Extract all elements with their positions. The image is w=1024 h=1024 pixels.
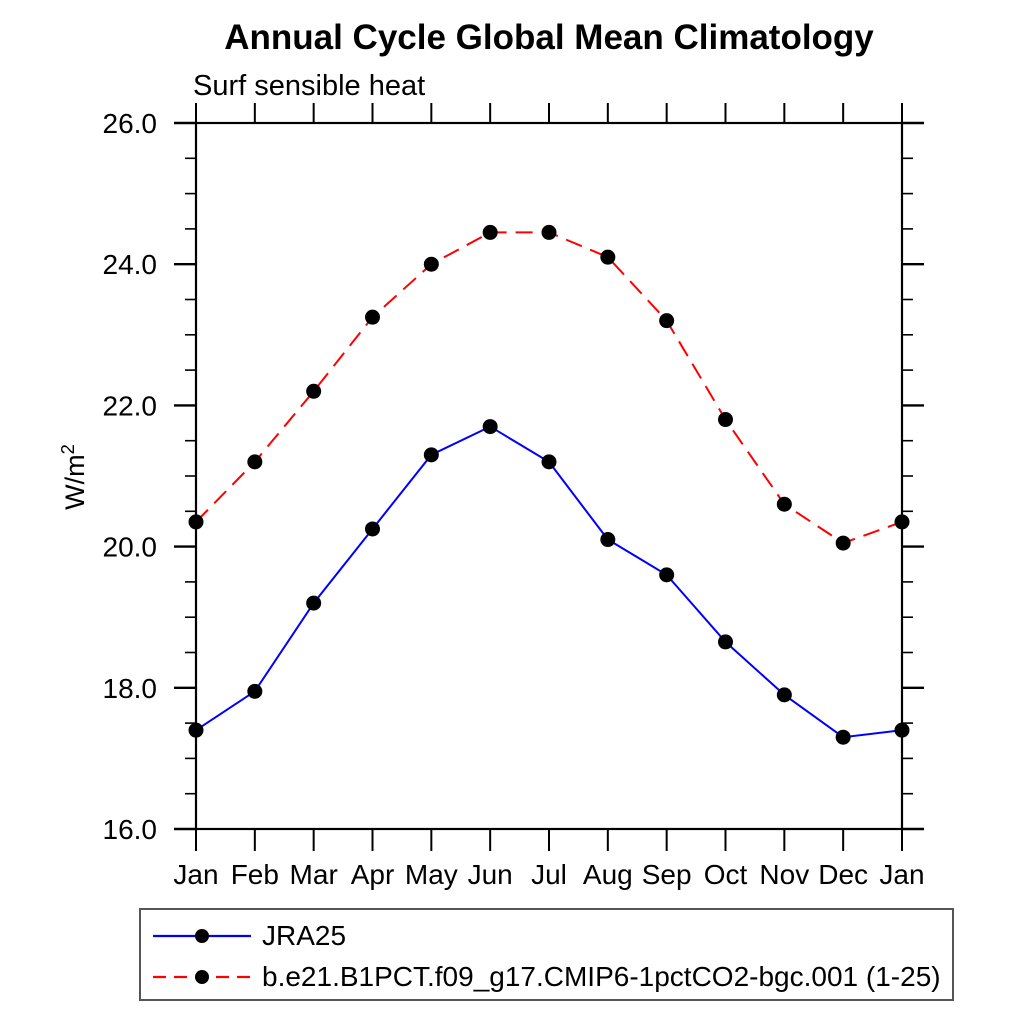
series-0-marker bbox=[600, 532, 616, 548]
x-tick-label: May bbox=[405, 859, 458, 890]
y-tick-label: 26.0 bbox=[103, 108, 158, 139]
series-0-marker bbox=[423, 447, 439, 463]
series-0-marker bbox=[482, 419, 498, 435]
legend-swatch-jra25-line bbox=[153, 929, 251, 943]
y-tick-label: 18.0 bbox=[103, 673, 158, 704]
x-tick-label: Mar bbox=[290, 859, 338, 890]
series-1-marker bbox=[541, 224, 557, 240]
series-1-marker bbox=[423, 256, 439, 272]
y-tick-label: 22.0 bbox=[103, 390, 158, 421]
y-tick-label: 20.0 bbox=[103, 532, 158, 563]
series-1-marker bbox=[835, 535, 851, 551]
series-1-marker bbox=[247, 454, 263, 470]
x-tick-label: Feb bbox=[231, 859, 279, 890]
x-tick-label: Jul bbox=[531, 859, 567, 890]
series-0-marker bbox=[835, 729, 851, 745]
legend-marker-dot-icon bbox=[195, 970, 209, 984]
series-1-marker bbox=[306, 383, 322, 399]
series-1-marker bbox=[718, 412, 733, 428]
y-tick-label: 16.0 bbox=[103, 814, 158, 845]
x-tick-label: Jun bbox=[468, 859, 513, 890]
series-0-marker bbox=[718, 634, 733, 650]
x-tick-label: Dec bbox=[818, 859, 868, 890]
x-tick-label: Oct bbox=[704, 859, 748, 890]
x-tick-label: Aug bbox=[583, 859, 633, 890]
legend-label-jra25: JRA25 bbox=[262, 920, 347, 951]
series-0-marker bbox=[365, 521, 380, 537]
legend-label-model: b.e21.B1PCT.f09_g17.CMIP6-1pctCO2-bgc.00… bbox=[262, 961, 941, 992]
x-tick-label: Jan bbox=[879, 859, 924, 890]
x-tick-label: Jan bbox=[173, 859, 218, 890]
series-1-marker bbox=[894, 514, 910, 530]
series-1-marker bbox=[365, 309, 380, 325]
chart-title: Annual Cycle Global Mean Climatology bbox=[224, 18, 874, 57]
series-1-marker bbox=[188, 514, 204, 530]
series-1-marker bbox=[776, 496, 792, 512]
plot-frame bbox=[194, 121, 904, 831]
legend-box: JRA25 b.e21.B1PCT.f09_g17.CMIP6-1pctCO2-… bbox=[139, 908, 954, 1001]
series-0-marker bbox=[306, 595, 322, 611]
series-0-line bbox=[195, 425, 903, 739]
legend-swatch-model-line bbox=[153, 970, 251, 984]
series-0-marker bbox=[659, 567, 675, 583]
x-tick-label: Sep bbox=[642, 859, 692, 890]
series-1-marker bbox=[659, 313, 675, 329]
series-1-marker bbox=[600, 249, 616, 265]
series-1-marker bbox=[482, 224, 498, 240]
legend-row-jra25: JRA25 bbox=[147, 920, 347, 951]
series-0-marker bbox=[776, 687, 792, 703]
x-tick-label: Nov bbox=[759, 859, 809, 890]
chart-subtitle: Surf sensible heat bbox=[193, 70, 426, 102]
series-0-marker bbox=[188, 722, 204, 738]
legend-row-model: b.e21.B1PCT.f09_g17.CMIP6-1pctCO2-bgc.00… bbox=[147, 961, 941, 992]
series-1-line bbox=[195, 231, 903, 545]
series-0-marker bbox=[894, 722, 910, 738]
y-tick-label: 24.0 bbox=[103, 249, 158, 280]
series-0-marker bbox=[541, 454, 557, 470]
legend-marker-dot-icon bbox=[195, 929, 209, 943]
series-0-marker bbox=[247, 683, 263, 699]
x-tick-label: Apr bbox=[351, 859, 395, 890]
